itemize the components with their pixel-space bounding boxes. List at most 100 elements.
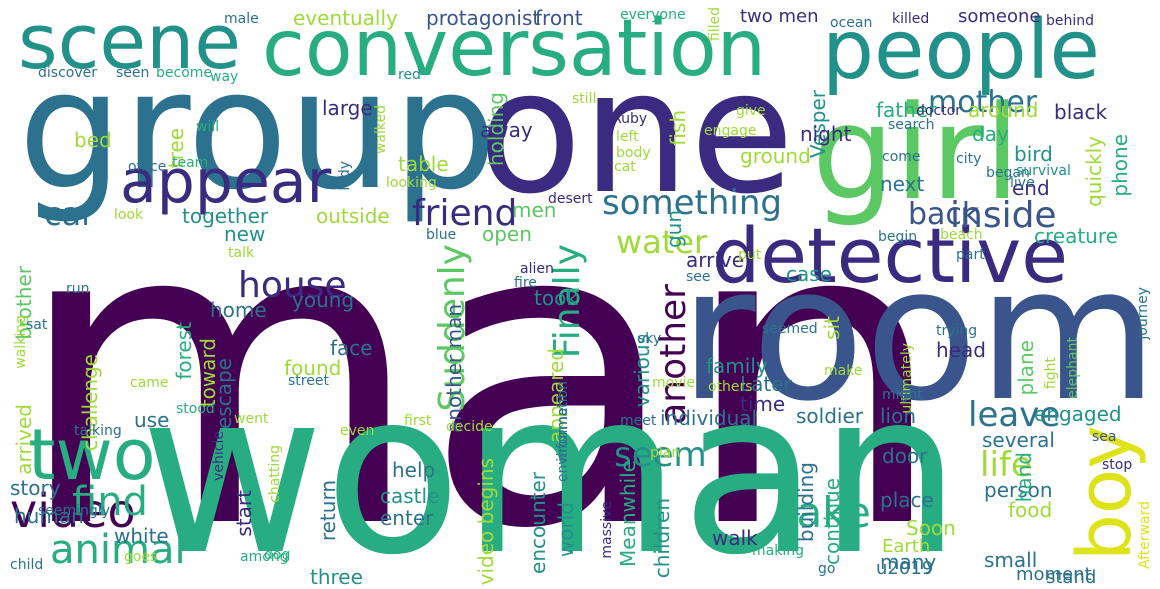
cloud-word: encounter (526, 472, 550, 574)
cloud-word: walked (373, 105, 389, 155)
cloud-word: two men (740, 6, 819, 27)
cloud-word: massive (599, 501, 615, 559)
cloud-word: return (316, 480, 340, 542)
cloud-word: ultimately (899, 343, 915, 414)
cloud-word: plan (650, 445, 681, 461)
cloud-word: inside (950, 195, 1057, 236)
cloud-word: cat (614, 159, 636, 175)
cloud-word: end (1012, 176, 1050, 200)
cloud-word: children (650, 498, 674, 579)
cloud-word: seemed (762, 321, 818, 337)
cloud-word: individual (660, 406, 758, 430)
cloud-word: talking (74, 423, 122, 439)
cloud-word: eventually (293, 6, 398, 30)
cloud-word: everyone (620, 7, 686, 23)
cloud-word: desert (548, 191, 593, 207)
cloud-word: took (534, 286, 578, 310)
cloud-word: elephant (1065, 337, 1081, 399)
cloud-word: door (882, 444, 928, 468)
cloud-word: blue (426, 227, 457, 243)
cloud-word: Meanwhile (616, 460, 640, 567)
cloud-word: life (980, 445, 1032, 485)
cloud-word: behind (1046, 13, 1095, 29)
cloud-word: table (398, 152, 449, 176)
cloud-word: way (210, 69, 239, 85)
cloud-word: ground (740, 144, 811, 168)
cloud-word: might (882, 387, 923, 403)
cloud-word: went (234, 411, 269, 427)
cloud-word: Later (740, 372, 792, 396)
cloud-word: beach (940, 227, 983, 243)
cloud-word: castle (380, 484, 440, 508)
cloud-word: building (794, 462, 818, 543)
cloud-word: run (66, 281, 90, 297)
cloud-word: home (210, 298, 267, 322)
cloud-word: city (956, 151, 982, 167)
cloud-word: sit (820, 316, 844, 340)
cloud-word: someone (958, 6, 1041, 27)
cloud-word: will (196, 119, 220, 135)
cloud-word: woman (140, 343, 962, 589)
cloud-word: become (156, 65, 213, 81)
cloud-word: search (888, 117, 935, 133)
cloud-word: stood (176, 401, 215, 417)
cloud-word: small (984, 548, 1038, 572)
cloud-word: Earth (882, 536, 931, 557)
cloud-word: bird (1014, 142, 1053, 166)
cloud-word: another man (442, 304, 466, 433)
cloud-word: find (72, 479, 148, 525)
cloud-word: father (876, 98, 937, 122)
cloud-word: seem (614, 435, 707, 475)
cloud-word: around (968, 98, 1039, 122)
cloud-word: forest (172, 322, 196, 380)
cloud-word: meet (620, 413, 657, 429)
cloud-word: environment (555, 393, 571, 483)
cloud-word: make (824, 363, 863, 379)
cloud-word: water (616, 223, 708, 261)
cloud-word: go (818, 561, 836, 577)
cloud-word: first (404, 413, 432, 429)
cloud-word: begin (878, 229, 918, 245)
cloud-word: team (172, 155, 209, 171)
cloud-word: journey (1135, 287, 1151, 340)
cloud-word: sky (638, 331, 662, 347)
cloud-word: put (738, 247, 762, 263)
cloud-word: black (1054, 100, 1108, 124)
cloud-word: open (482, 222, 532, 246)
cloud-word: office (128, 159, 167, 175)
cloud-word: people (822, 3, 1100, 98)
cloud-word: street (288, 373, 329, 389)
cloud-word: goes (124, 549, 158, 565)
cloud-word: food (1008, 498, 1053, 522)
cloud-word: others (708, 379, 753, 395)
cloud-word: fight (1043, 357, 1059, 390)
cloud-word: back (908, 197, 980, 232)
cloud-word: Afterward (1137, 501, 1153, 570)
cloud-word: come (882, 149, 921, 165)
cloud-word: lion (880, 404, 917, 428)
cloud-word: arrive (686, 248, 745, 272)
cloud-word: together (182, 204, 269, 228)
cloud-word: friend (412, 193, 518, 234)
cloud-word: movie (652, 375, 695, 391)
cloud-word: mother (928, 85, 1038, 120)
cloud-word: vehicle (211, 431, 227, 481)
cloud-word: three (310, 565, 363, 589)
cloud-word: video (10, 484, 136, 538)
cloud-word: conversation (262, 4, 767, 94)
cloud-word: red (398, 67, 421, 83)
cloud-word: next (880, 172, 925, 196)
cloud-word: phone (1108, 134, 1132, 197)
cloud-word: protagonist (426, 6, 541, 30)
cloud-word: outside (316, 204, 390, 228)
cloud-word: came (130, 375, 169, 391)
cloud-word: dog (264, 547, 291, 563)
cloud-word: killed (892, 11, 930, 27)
cloud-word: escape (212, 358, 236, 429)
cloud-word: discover (38, 65, 97, 81)
cloud-word: bed (74, 128, 112, 152)
cloud-word: seen (116, 65, 150, 81)
cloud-word: car (44, 195, 95, 233)
cloud-word: ocean (830, 15, 873, 31)
cloud-word: face (330, 336, 373, 360)
